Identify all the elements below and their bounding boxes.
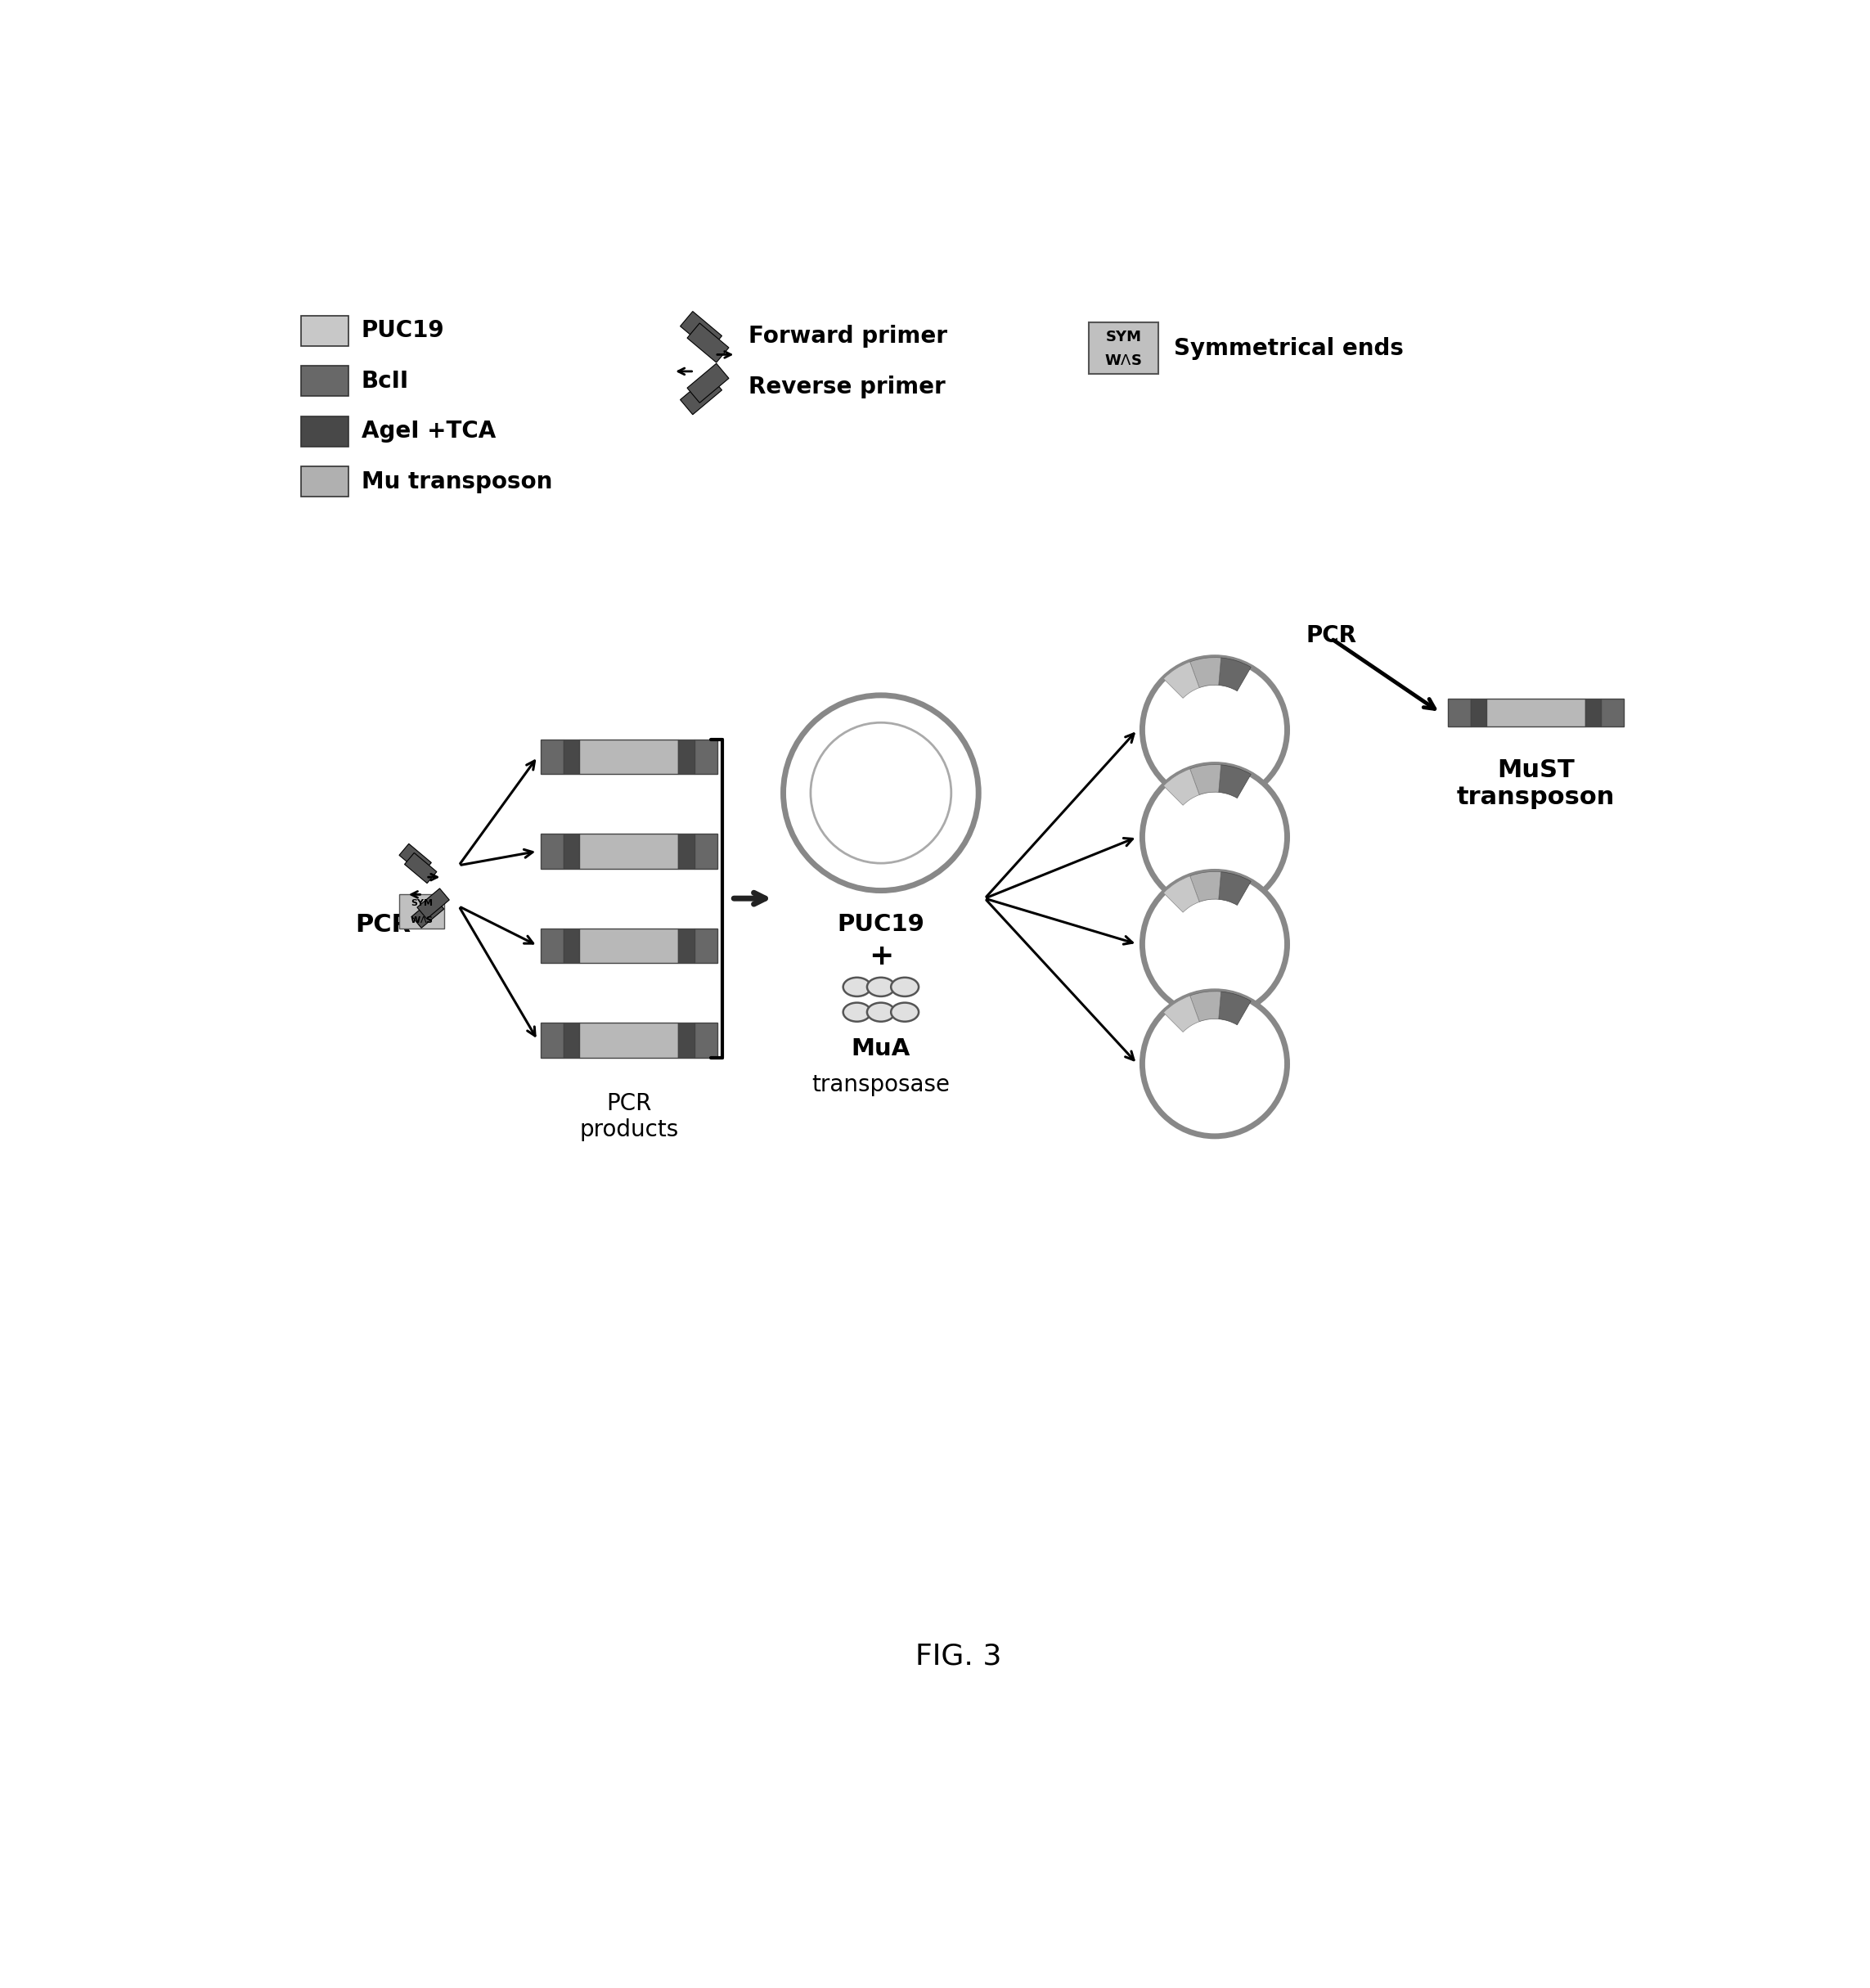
Wedge shape	[1163, 662, 1199, 698]
Text: W$\Lambda$S: W$\Lambda$S	[1105, 354, 1143, 368]
Text: transposase: transposase	[812, 1074, 950, 1095]
Bar	[1088, 322, 1158, 374]
Text: SYM: SYM	[411, 899, 432, 907]
Bar	[301, 316, 348, 346]
Bar	[679, 1024, 694, 1058]
Bar	[540, 740, 563, 773]
Bar	[1601, 698, 1625, 728]
Polygon shape	[686, 364, 729, 404]
Circle shape	[784, 696, 978, 891]
Text: +: +	[868, 942, 894, 970]
Circle shape	[1143, 871, 1287, 1016]
Bar	[563, 833, 580, 869]
Text: Forward primer: Forward primer	[748, 324, 948, 348]
Circle shape	[810, 722, 952, 863]
Bar	[540, 928, 563, 962]
Bar	[301, 467, 348, 497]
Bar	[1487, 698, 1586, 728]
Circle shape	[1143, 992, 1287, 1137]
Wedge shape	[1189, 992, 1221, 1022]
Bar	[540, 833, 563, 869]
Text: Mu transposon: Mu transposon	[361, 471, 552, 493]
Ellipse shape	[868, 1002, 894, 1022]
Bar	[580, 928, 679, 962]
Text: W$\Lambda$S: W$\Lambda$S	[410, 914, 434, 924]
Wedge shape	[1189, 765, 1221, 795]
Text: MuST
transposon: MuST transposon	[1457, 757, 1616, 809]
Polygon shape	[681, 376, 722, 415]
Wedge shape	[1163, 769, 1199, 805]
Text: PUC19: PUC19	[838, 912, 924, 936]
Bar	[540, 1024, 563, 1058]
Bar	[398, 895, 445, 928]
Text: SYM: SYM	[1105, 330, 1141, 344]
Polygon shape	[417, 889, 449, 918]
Text: MuA: MuA	[851, 1038, 911, 1060]
Wedge shape	[1163, 996, 1199, 1032]
Text: FIG. 3: FIG. 3	[914, 1642, 1002, 1670]
Ellipse shape	[843, 978, 871, 996]
Bar	[1586, 698, 1601, 728]
Bar	[694, 1024, 716, 1058]
Circle shape	[1143, 765, 1287, 909]
Bar	[679, 833, 694, 869]
Polygon shape	[681, 312, 722, 350]
Wedge shape	[1189, 871, 1221, 903]
Text: AgeI +TCA: AgeI +TCA	[361, 419, 496, 443]
Text: PCR
products: PCR products	[580, 1091, 679, 1141]
Wedge shape	[1163, 877, 1199, 912]
Text: PCR: PCR	[1305, 624, 1358, 646]
Bar	[301, 415, 348, 447]
Text: Reverse primer: Reverse primer	[748, 376, 946, 398]
Polygon shape	[411, 897, 443, 928]
Ellipse shape	[890, 1002, 918, 1022]
Bar	[580, 740, 679, 773]
Wedge shape	[1219, 765, 1251, 797]
Bar	[563, 740, 580, 773]
Wedge shape	[1219, 992, 1251, 1026]
Polygon shape	[398, 843, 432, 875]
Wedge shape	[1219, 658, 1251, 692]
Wedge shape	[1219, 873, 1251, 905]
Bar	[679, 928, 694, 962]
Ellipse shape	[868, 978, 894, 996]
Bar	[694, 928, 716, 962]
Bar	[563, 1024, 580, 1058]
Bar	[679, 740, 694, 773]
Bar	[694, 740, 716, 773]
Ellipse shape	[843, 1002, 871, 1022]
Text: PCR: PCR	[355, 912, 411, 936]
Polygon shape	[404, 853, 438, 883]
Text: PUC19: PUC19	[361, 320, 445, 342]
Bar	[1470, 698, 1487, 728]
Bar	[563, 928, 580, 962]
Text: BcII: BcII	[361, 370, 410, 392]
Bar	[694, 833, 716, 869]
Bar	[580, 833, 679, 869]
Ellipse shape	[890, 978, 918, 996]
Bar	[1447, 698, 1470, 728]
Bar	[580, 1024, 679, 1058]
Wedge shape	[1189, 658, 1221, 688]
Text: Symmetrical ends: Symmetrical ends	[1174, 336, 1404, 360]
Circle shape	[1143, 658, 1287, 803]
Polygon shape	[686, 324, 729, 362]
Bar	[301, 366, 348, 396]
